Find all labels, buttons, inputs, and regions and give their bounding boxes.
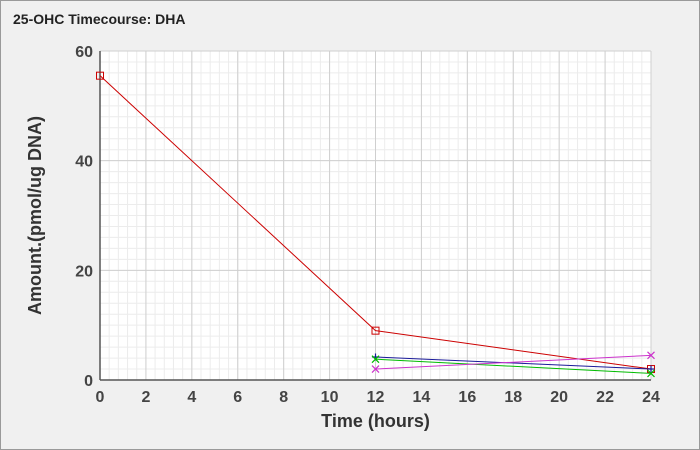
grid bbox=[99, 50, 652, 381]
y-tick-label: 60 bbox=[75, 44, 93, 61]
data-point-marker bbox=[96, 71, 104, 80]
marker-stroke bbox=[647, 351, 655, 360]
marker-stroke bbox=[371, 365, 380, 373]
data-point-marker bbox=[647, 365, 655, 373]
x-axis-title: Time (hours) bbox=[321, 411, 430, 431]
data-point-marker bbox=[647, 351, 655, 360]
x-tick-label: 14 bbox=[413, 389, 431, 406]
x-tick-label: 12 bbox=[367, 389, 385, 406]
y-tick-label: 20 bbox=[75, 263, 93, 280]
data-point-marker bbox=[371, 326, 380, 335]
x-tick-label: 2 bbox=[141, 389, 150, 406]
series-line bbox=[375, 354, 652, 370]
y-tick-label: 0 bbox=[84, 373, 93, 390]
axes bbox=[99, 51, 651, 381]
x-tick-label: 4 bbox=[187, 389, 196, 406]
x-tick-label: 22 bbox=[596, 389, 614, 406]
x-tick-label: 24 bbox=[642, 389, 660, 406]
marker-stroke bbox=[647, 369, 655, 378]
series-line bbox=[375, 356, 652, 370]
y-axis-title: Amount.(pmol/ug DNA) bbox=[25, 116, 45, 315]
series-3 bbox=[371, 351, 655, 373]
series-2 bbox=[371, 355, 655, 378]
x-tick-label: 10 bbox=[321, 389, 339, 406]
x-tick-label: 18 bbox=[504, 389, 522, 406]
x-tick-label: 16 bbox=[458, 389, 476, 406]
marker-stroke bbox=[371, 355, 380, 364]
data-point-marker bbox=[371, 355, 380, 364]
series-line bbox=[99, 75, 652, 370]
x-tick-label: 20 bbox=[550, 389, 568, 406]
y-tick-label: 40 bbox=[75, 154, 93, 171]
series-group bbox=[96, 71, 655, 378]
data-point-marker bbox=[371, 365, 380, 373]
data-point-marker bbox=[647, 369, 655, 378]
chart-title: 25-OHC Timecourse: DHA bbox=[13, 11, 186, 27]
x-tick-label: 6 bbox=[233, 389, 242, 406]
x-tick-label: 0 bbox=[96, 389, 105, 406]
series-line bbox=[375, 358, 652, 374]
x-tick-label: 8 bbox=[279, 389, 288, 406]
